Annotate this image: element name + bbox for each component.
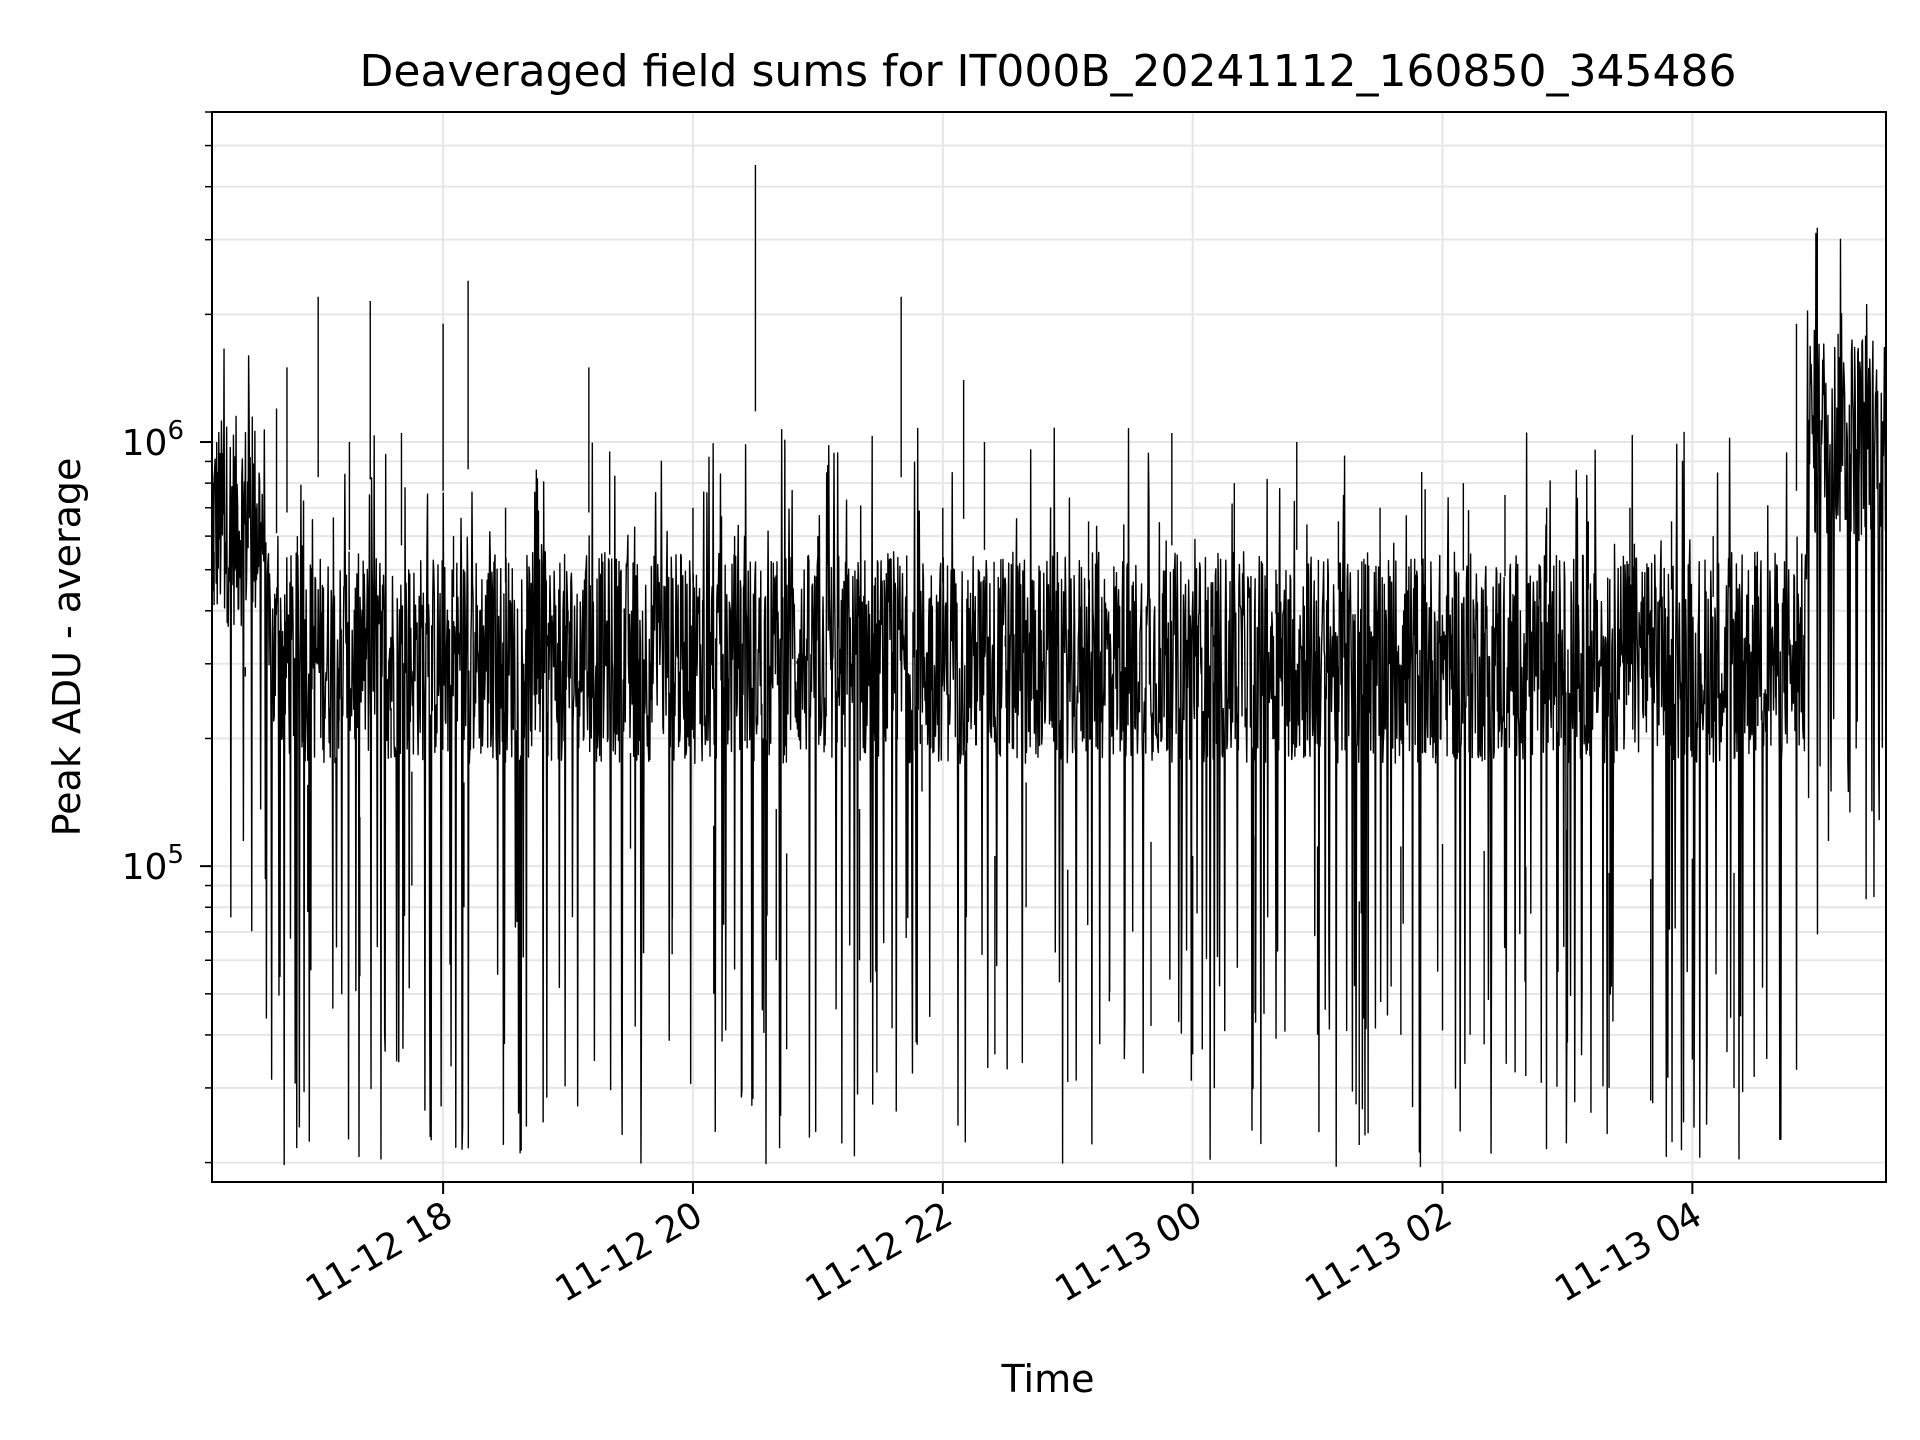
plot-frame — [211, 111, 1887, 1183]
y-tick-label: 105 — [122, 840, 184, 888]
series-line — [212, 164, 1886, 1168]
y-tick-label: 106 — [122, 416, 184, 464]
y-axis-ticks: 105 106 — [122, 111, 212, 1164]
x-axis-label: Time — [1001, 1357, 1095, 1401]
y-axis-label: Peak ADU - average — [45, 458, 89, 837]
chart-title: Deaveraged field sums for IT000B_2024111… — [360, 46, 1737, 97]
